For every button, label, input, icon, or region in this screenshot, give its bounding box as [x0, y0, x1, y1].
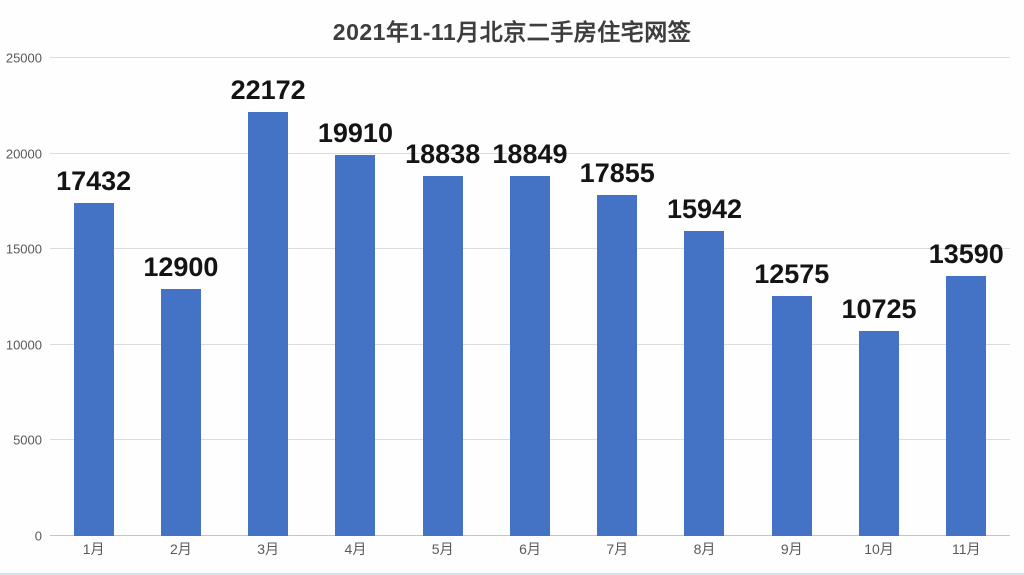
gridline-25000 [50, 57, 1010, 58]
plot-area: 17432 12900 22172 19910 18838 18849 17855 15942… [50, 57, 1010, 536]
y-tick-label-15000: 15000 [5, 241, 42, 257]
bar-10月 [859, 330, 900, 536]
data-label-8月: 15942 [666, 194, 743, 225]
x-tick-label-7月: 7月 [606, 541, 629, 557]
y-tick-label-5000: 5000 [13, 432, 42, 448]
bar-3月 [248, 112, 289, 536]
x-tick-label-9月: 9月 [780, 541, 803, 557]
data-label-11月: 13590 [928, 239, 1004, 270]
bar-9月 [771, 295, 812, 536]
y-tick-label-20000: 20000 [5, 146, 42, 162]
data-label-5月: 18838 [405, 138, 481, 169]
x-tick-label-1月: 1月 [82, 541, 105, 557]
bar-column-6月: 18849 [486, 58, 573, 536]
bar-column-9月: 12575 [748, 58, 835, 536]
x-tick-label-8月: 8月 [693, 541, 716, 557]
bar-1月 [73, 202, 114, 536]
bar-column-11月: 13590 [923, 58, 1010, 536]
x-tick-label-10月: 10月 [864, 541, 894, 557]
bar-11月 [946, 276, 987, 536]
bar-column-7月: 17855 [574, 58, 661, 536]
bar-5月 [422, 175, 463, 536]
x-tick-label-4月: 4月 [344, 541, 367, 557]
gridline-20000 [50, 152, 1010, 154]
bar-column-5月: 18838 [399, 58, 486, 536]
bar-column-4月: 19910 [312, 58, 399, 536]
bar-column-1月: 17432 [50, 58, 137, 536]
x-tick-label-5月: 5月 [431, 541, 454, 557]
bar-8月 [684, 231, 725, 536]
bar-column-8月: 15942 [661, 58, 748, 536]
data-label-3月: 22172 [230, 75, 306, 106]
x-tick-label-2月: 2月 [170, 541, 192, 557]
data-label-6月: 18849 [492, 138, 568, 169]
data-label-9月: 12575 [754, 258, 830, 289]
x-tick-label-11月: 11月 [952, 541, 981, 557]
x-axis: 1月 2月 3月 4月 5月 6月 7月 8月 9月 10月 11月 [50, 542, 1010, 556]
y-tick-label-0: 0 [34, 528, 42, 544]
bar-column-10月: 10725 [835, 58, 922, 536]
data-label-2月: 12900 [143, 252, 219, 283]
x-tick-label-3月: 3月 [257, 541, 280, 557]
data-label-7月: 17855 [579, 157, 655, 188]
data-label-1月: 17432 [56, 165, 132, 196]
bar-column-3月: 22172 [225, 58, 312, 536]
y-tick-label-25000: 25000 [5, 50, 42, 66]
bar-7月 [597, 194, 638, 536]
bar-2月 [160, 289, 201, 536]
y-axis: 0 5000 10000 15000 20000 25000 [0, 52, 44, 543]
data-label-4月: 19910 [317, 118, 393, 149]
bar-column-2月: 12900 [137, 58, 224, 536]
x-tick-label-6月: 6月 [519, 541, 541, 557]
bar-4月 [335, 155, 376, 536]
bar-series: 17432 12900 22172 19910 18838 18849 17855 15942… [50, 58, 1010, 536]
chart-title: 2021年1-11月北京二手房住宅网签 [332, 19, 692, 45]
data-label-10月: 10725 [841, 293, 917, 324]
y-tick-label-10000: 10000 [5, 337, 42, 353]
bar-6月 [509, 175, 550, 536]
